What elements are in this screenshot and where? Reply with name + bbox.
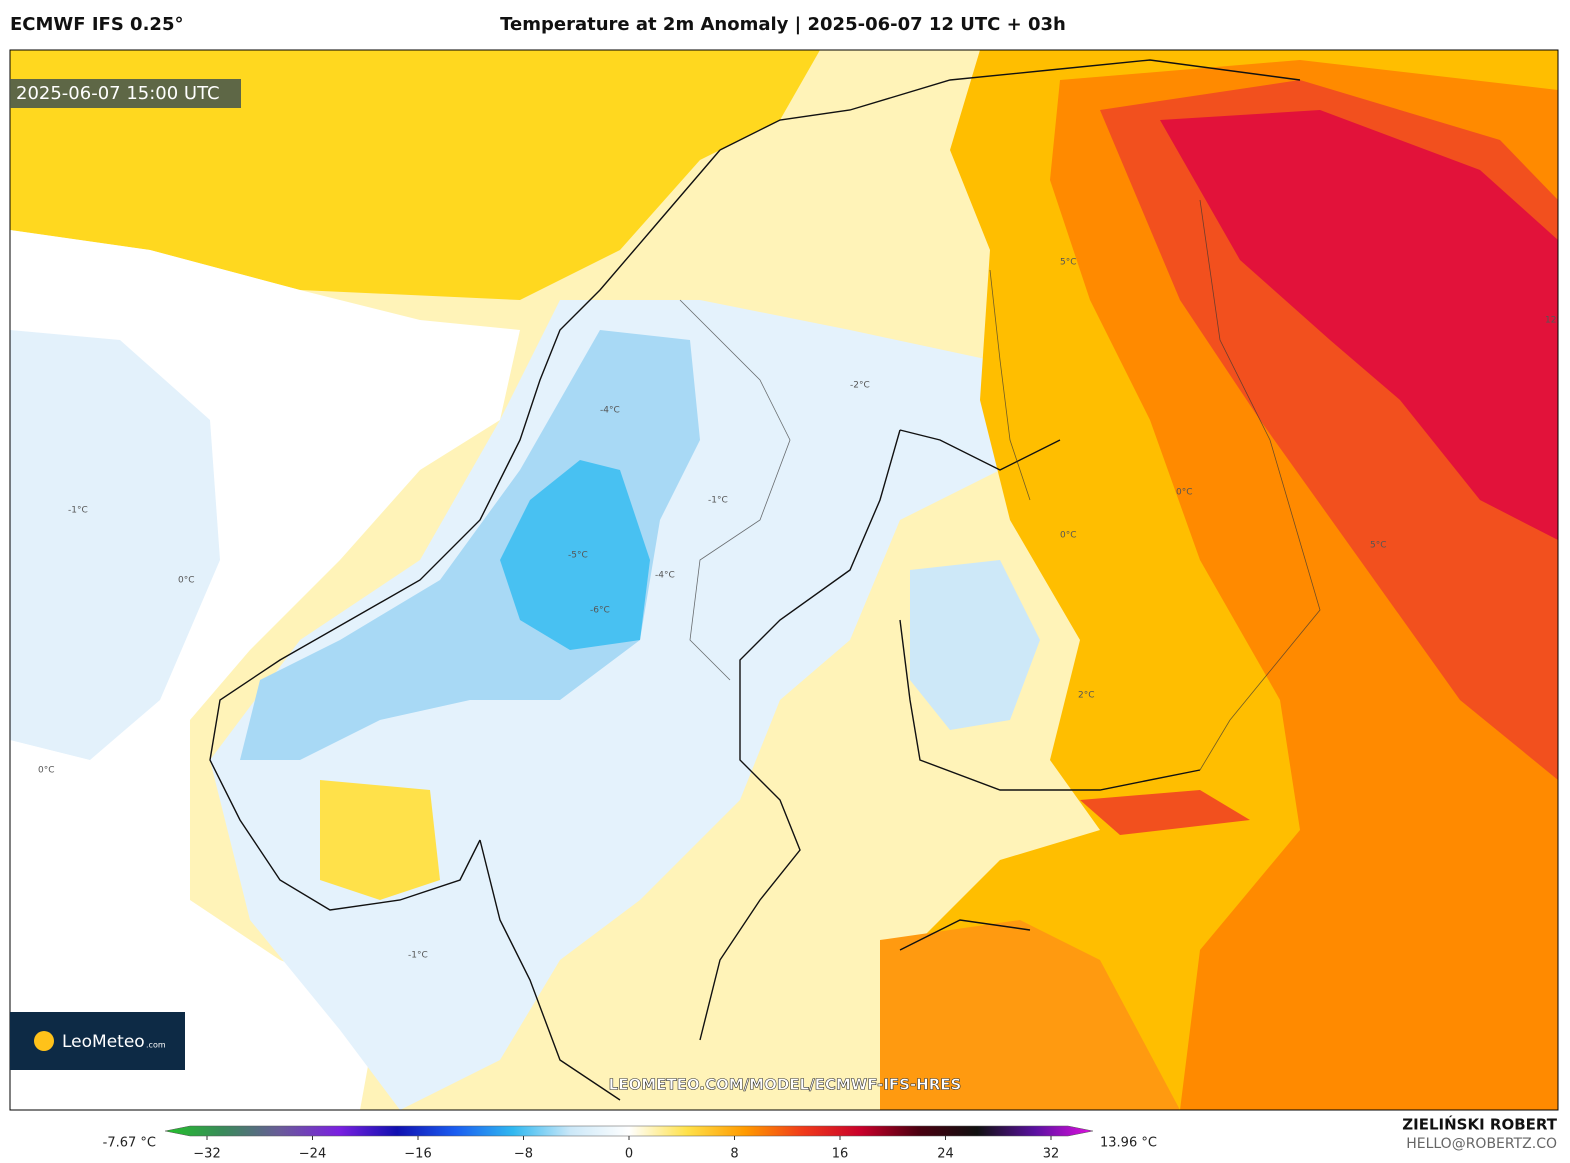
contour-label: 12°C xyxy=(1545,316,1567,326)
model-label: ECMWF IFS 0.25° xyxy=(10,14,183,35)
logo-sun xyxy=(34,1031,54,1051)
contour-label: 0°C xyxy=(38,766,55,776)
warm-area xyxy=(320,780,440,900)
logo-suffix: .com xyxy=(146,1041,166,1050)
borders xyxy=(679,199,1321,771)
contour-label: -1°C xyxy=(708,496,728,506)
map-frame xyxy=(9,49,1559,1111)
contour-label: 5°C xyxy=(1370,541,1387,551)
contour-labels: -1°C 0°C 0°C -4°C -5°C -6°C -4°C 2°C 5°C 12°C -1°C… xyxy=(38,258,1567,961)
time-badge xyxy=(10,79,241,108)
contour-label: 0°C xyxy=(178,576,195,586)
max-label: 13.96 °C xyxy=(1100,1136,1157,1151)
contour-label: -6°C xyxy=(590,606,610,616)
warmer-area xyxy=(880,920,1180,1110)
hot-area xyxy=(1080,790,1250,835)
contour-label: -5°C xyxy=(568,551,588,561)
hottest-area xyxy=(1160,110,1558,540)
logo-text: LeoMeteo xyxy=(62,1032,145,1052)
colorbar-ticks: −32 −24 −16 −8 0 8 16 24 32 xyxy=(193,1136,1059,1162)
colorbar-tick-label: 16 xyxy=(832,1147,849,1162)
colorbar xyxy=(164,1125,1094,1137)
colorbar-tick-label: −24 xyxy=(299,1147,326,1162)
min-label: -7.67 °C xyxy=(103,1136,156,1151)
cool-area xyxy=(10,330,220,760)
chart-title: Temperature at 2m Anomaly | 2025-06-07 1… xyxy=(500,14,1066,35)
contour-label: 0°C xyxy=(1176,488,1193,498)
valid-time: 2025-06-07 15:00 UTC xyxy=(16,83,220,104)
contour-label: 2°C xyxy=(1078,691,1095,701)
warm-area xyxy=(10,50,820,300)
email: HELLO@ROBERTZ.CO xyxy=(1406,1136,1557,1152)
contour-label: -4°C xyxy=(655,571,675,581)
contour-label: -4°C xyxy=(600,406,620,416)
cool-area xyxy=(910,560,1040,730)
colorbar-tick-label: 8 xyxy=(730,1147,738,1162)
contour-label: 0°C xyxy=(1060,531,1077,541)
contour-label: 5°C xyxy=(1060,258,1077,268)
coldest-area xyxy=(500,460,650,650)
cool-area xyxy=(210,300,1000,1110)
colorbar-tick-label: 0 xyxy=(625,1147,633,1162)
contour-label: -1°C xyxy=(408,951,428,961)
colorbar-tick-label: 24 xyxy=(937,1147,954,1162)
cold-area xyxy=(240,330,700,760)
coastline xyxy=(479,429,1201,1101)
coastline xyxy=(209,59,1301,911)
coastlines xyxy=(209,59,1301,1101)
author: ZIELIŃSKI ROBERT xyxy=(1402,1115,1557,1134)
border xyxy=(679,199,1321,771)
contour-label: -1°C xyxy=(68,506,88,516)
colorbar-tick-label: −16 xyxy=(404,1147,431,1162)
contour-label: -2°C xyxy=(850,381,870,391)
map: -1°C 0°C 0°C -4°C -5°C -6°C -4°C 2°C 5°C 12°C -1°C… xyxy=(10,50,1567,1110)
colorbar-tick-label: −32 xyxy=(193,1147,220,1162)
colorbar-tick-label: 32 xyxy=(1043,1147,1060,1162)
colorbar-tick-label: −8 xyxy=(514,1147,533,1162)
watermark: LEOMETEO.COM/MODEL/ECMWF-IFS-HRES xyxy=(609,1076,962,1094)
